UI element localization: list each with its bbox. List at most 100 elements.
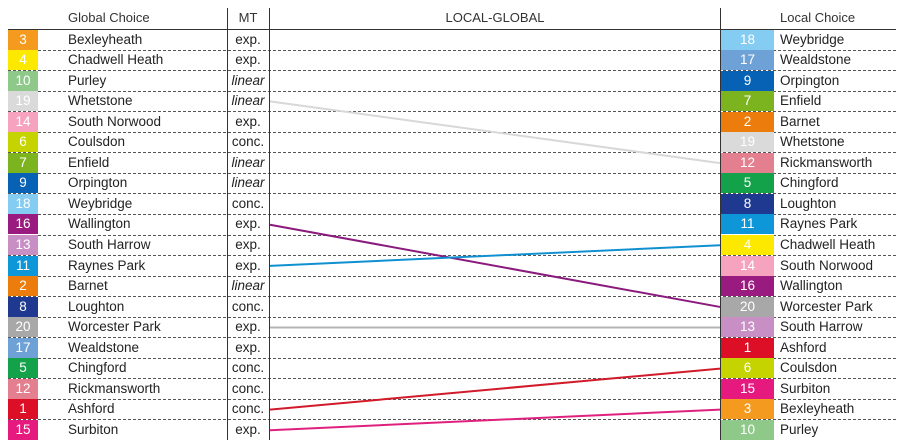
local-row: 13 South Harrow: [0, 317, 904, 338]
town-name: Barnet: [780, 113, 820, 129]
mt-value: linear: [231, 278, 265, 294]
row-separator: [8, 29, 896, 30]
town-name: Bexleyheath: [68, 31, 143, 47]
local-row: 10 Purley: [0, 419, 904, 440]
rank-badge: 5: [721, 173, 774, 194]
town-name: Weybridge: [780, 31, 845, 47]
row-separator: [8, 419, 896, 421]
mt-value: exp.: [235, 113, 261, 129]
row-separator: [8, 398, 896, 400]
town-name: Raynes Park: [68, 257, 146, 273]
rank-badge: 20: [721, 296, 774, 317]
divider-line: [269, 8, 270, 440]
rank-badge: 17: [8, 337, 38, 358]
town-name: Orpington: [68, 175, 128, 191]
row-separator: [8, 357, 896, 359]
rank-badge: 20: [8, 317, 38, 338]
divider-line: [720, 8, 721, 440]
mt-value: linear: [231, 72, 265, 88]
rank-badge: 9: [8, 173, 38, 194]
town-name: South Harrow: [68, 237, 151, 252]
divider-line: [227, 8, 228, 440]
global-row: 11 Raynes Park exp.: [0, 255, 270, 277]
rank-badge: 3: [721, 399, 774, 420]
rank-badge: 4: [721, 235, 774, 255]
row-separator: [8, 378, 896, 380]
header-local-global: LOCAL-GLOBAL: [445, 10, 545, 25]
town-name: Wealdstone: [68, 339, 140, 355]
mt-value: conc.: [231, 380, 265, 396]
row-separator: [8, 172, 896, 174]
global-row: 19 Whetstone linear: [0, 91, 270, 112]
row-separator: [8, 193, 896, 195]
rank-badge: 11: [721, 214, 774, 235]
rank-link-line: [269, 100, 721, 165]
town-name: Chingford: [780, 175, 839, 191]
global-row: 1 Ashford conc.: [0, 399, 270, 420]
row-separator: [8, 90, 896, 92]
global-row: 9 Orpington linear: [0, 173, 270, 194]
rank-badge: 5: [8, 358, 38, 379]
rank-badge: 3: [8, 29, 38, 50]
rank-badge: 16: [721, 276, 774, 297]
rank-badge: 19: [8, 91, 38, 112]
mt-value: conc.: [231, 401, 265, 417]
global-row: 13 South Harrow exp.: [0, 235, 270, 256]
rank-link-line: [269, 367, 721, 411]
rank-badge: 7: [8, 152, 38, 173]
header-global-choice: Global Choice: [68, 10, 150, 25]
row-separator: [8, 337, 896, 339]
mt-value: linear: [231, 154, 265, 170]
global-row: 10 Purley linear: [0, 70, 270, 92]
rank-badge: 15: [8, 419, 38, 440]
global-row: 15 Surbiton exp.: [0, 419, 270, 440]
rank-badge: 16: [8, 214, 38, 235]
town-name: Chadwell Heath: [68, 52, 164, 68]
town-name: Chadwell Heath: [780, 237, 876, 252]
town-name: Orpington: [780, 72, 840, 88]
global-row: 8 Loughton conc.: [0, 296, 270, 318]
row-separator: [8, 70, 896, 72]
row-separator: [8, 255, 896, 257]
global-row: 7 Enfield linear: [0, 152, 270, 174]
rank-badge: 6: [721, 358, 774, 379]
local-row: 1 Ashford: [0, 337, 904, 359]
global-row: 6 Coulsdon conc.: [0, 132, 270, 153]
rank-badge: 9: [721, 70, 774, 91]
rank-badge: 18: [721, 29, 774, 50]
rank-badge: 6: [8, 132, 38, 153]
rank-badge: 2: [8, 276, 38, 297]
mt-value: exp.: [235, 237, 261, 252]
town-name: Rickmansworth: [780, 154, 873, 170]
town-name: Purley: [68, 72, 107, 88]
rank-badge: 19: [721, 132, 774, 153]
mt-value: conc.: [231, 134, 265, 150]
mt-value: exp.: [235, 319, 261, 335]
local-row: 20 Worcester Park: [0, 296, 904, 318]
town-name: Ashford: [68, 401, 115, 417]
local-row: 9 Orpington: [0, 70, 904, 92]
rank-link-line: [269, 244, 721, 267]
global-row: 4 Chadwell Heath exp.: [0, 50, 270, 71]
town-name: Worcester Park: [68, 319, 161, 335]
local-row: 14 South Norwood: [0, 255, 904, 277]
rank-badge: 18: [8, 193, 38, 214]
local-row: 3 Bexleyheath: [0, 399, 904, 420]
town-name: Loughton: [68, 298, 125, 314]
mt-value: conc.: [231, 298, 265, 314]
town-name: Chingford: [68, 360, 127, 376]
town-name: Barnet: [68, 278, 108, 294]
town-name: South Harrow: [780, 319, 863, 335]
rank-badge: 17: [721, 50, 774, 71]
local-row: 12 Rickmansworth: [0, 152, 904, 174]
town-name: Wallington: [68, 216, 131, 232]
local-row: 2 Barnet: [0, 111, 904, 133]
town-name: Coulsdon: [780, 360, 838, 376]
global-row: 12 Rickmansworth conc.: [0, 378, 270, 400]
mt-value: exp.: [235, 52, 261, 68]
row-separator: [8, 111, 896, 113]
header-local-choice: Local Choice: [780, 10, 856, 25]
rank-badge: 8: [721, 193, 774, 214]
